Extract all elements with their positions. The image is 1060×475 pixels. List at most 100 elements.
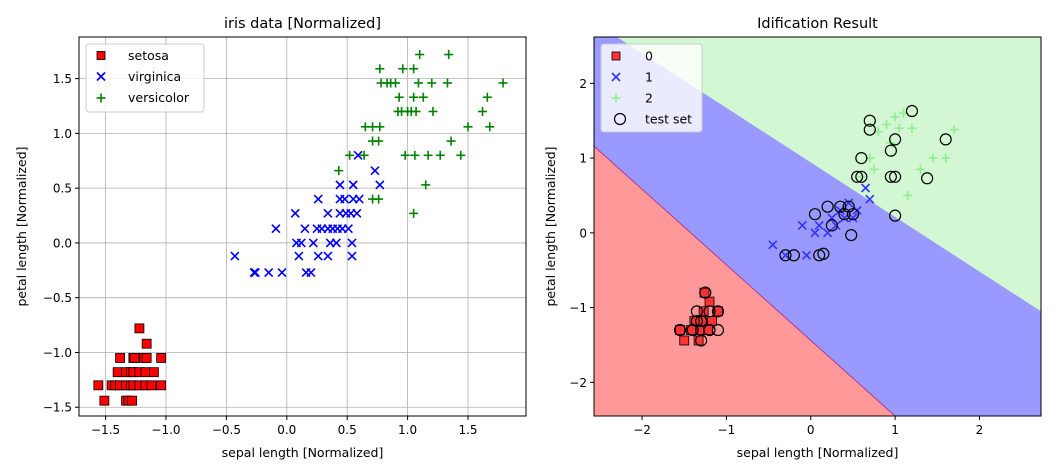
data-point-plus: [400, 150, 410, 160]
y-tick-label: 1.5: [53, 72, 72, 86]
right-plot: −2 −1 0 1 2 −2 −1 0 1 2 Idification Result sepal …: [543, 16, 1042, 460]
data-point-plus: [421, 180, 431, 190]
left-plot-grid: [79, 37, 526, 416]
data-point-square: [129, 353, 140, 363]
data-point-square: [156, 380, 167, 391]
data-point-x: [375, 180, 385, 190]
data-point-plus: [345, 150, 355, 160]
left-plot: −1.5 −1.0 −0.5 0.0 0.5 1.0 1.5 −1.5 −1.0 −0.5 0.0 0…: [14, 16, 527, 460]
data-point-plus: [375, 64, 385, 74]
data-point-square: [99, 395, 110, 406]
y-tick-label: 1.0: [53, 127, 72, 141]
x-tick-label: 1: [891, 423, 899, 437]
data-point-plus: [410, 150, 420, 160]
test-point-circle: [699, 286, 712, 299]
data-point-square: [675, 325, 685, 335]
data-point-x: [831, 220, 841, 230]
legend-x-marker: [611, 72, 621, 82]
y-tick-label: 1: [579, 152, 587, 166]
data-point-plus: [444, 50, 454, 60]
data-point-plus: [941, 153, 951, 163]
left-plot-points: [93, 50, 508, 406]
data-point-x: [352, 208, 362, 218]
x-tick-label: 1.5: [458, 423, 477, 437]
test-point-circle: [838, 208, 851, 221]
x-tick-label: 0.5: [338, 423, 357, 437]
data-point-x: [296, 238, 306, 248]
left-plot-ticks: −1.5 −1.0 −0.5 0.0 0.5 1.0 1.5 −1.5 −1.0 −0.5 0.0 0…: [43, 72, 478, 437]
data-point-x: [340, 194, 350, 204]
test-point-circle: [845, 228, 858, 242]
data-point-square: [93, 380, 104, 391]
x-tick-label: −0.5: [212, 423, 241, 437]
right-plot-title: Idification Result: [757, 16, 878, 32]
data-point-x: [343, 224, 353, 234]
y-tick-label: −1.5: [43, 401, 72, 415]
x-tick-label: −1.0: [151, 423, 180, 437]
legend-label: versicolor: [128, 90, 190, 105]
data-point-square: [679, 335, 690, 346]
right-plot-frame: [593, 36, 1042, 417]
data-point-plus: [334, 166, 344, 176]
x-tick-label: 2: [976, 423, 984, 437]
data-point-plus: [928, 153, 938, 163]
data-point-plus: [394, 92, 404, 102]
data-point-plus: [869, 164, 879, 174]
data-point-plus: [409, 64, 419, 74]
test-point-circle: [888, 170, 902, 183]
right-plot-legend: 0 1 2 test set: [600, 43, 703, 133]
data-point-plus: [411, 106, 421, 116]
legend-plus-marker: [611, 93, 621, 103]
data-point-square: [127, 395, 138, 406]
data-point-square: [149, 367, 159, 378]
left-plot-legend: setosa virginica versicolor: [85, 43, 205, 113]
data-point-square: [112, 367, 123, 378]
data-point-plus: [391, 78, 401, 88]
x-tick-label: 0.0: [277, 423, 296, 437]
data-point-plus: [478, 106, 488, 116]
test-point-circle: [884, 144, 897, 157]
y-tick-label: 0.5: [53, 182, 72, 196]
data-point-x: [271, 224, 281, 234]
test-point-circle: [863, 114, 876, 127]
data-point-x: [294, 251, 304, 261]
data-point-plus: [374, 194, 384, 204]
data-point-square: [141, 338, 152, 349]
data-point-plus: [894, 123, 904, 133]
data-point-x: [250, 267, 260, 278]
test-point-circle: [863, 123, 876, 136]
legend-label: 2: [645, 91, 653, 106]
left-plot-title: iris data [Normalized]: [224, 16, 381, 32]
data-point-x: [348, 180, 358, 190]
data-point-x: [354, 194, 364, 204]
y-tick-label: 0.0: [53, 236, 72, 250]
legend-square-marker: [611, 51, 621, 61]
data-point-plus: [418, 92, 428, 102]
data-point-plus: [359, 150, 369, 160]
data-point-plus: [409, 92, 419, 102]
legend-label: 1: [645, 70, 653, 85]
data-point-plus: [415, 50, 425, 60]
x-tick-label: 0: [807, 423, 815, 437]
data-point-plus: [890, 112, 900, 122]
test-point-circle: [939, 133, 952, 146]
data-point-x: [861, 183, 871, 193]
data-point-square: [146, 380, 157, 391]
data-point-x: [801, 250, 812, 260]
data-point-plus: [409, 208, 419, 218]
test-point-circle: [846, 208, 860, 221]
data-point-x: [323, 251, 333, 261]
y-tick-label: −2: [569, 376, 587, 390]
legend-label: setosa: [128, 48, 169, 63]
x-tick-label: −2: [633, 423, 651, 437]
x-tick-label: −1.5: [91, 423, 120, 437]
test-point-circle: [787, 249, 800, 262]
x-tick-label: −1: [718, 423, 736, 437]
data-point-plus: [482, 92, 492, 102]
data-point-x: [308, 238, 318, 248]
data-point-plus: [463, 122, 473, 132]
data-point-x: [323, 208, 333, 218]
data-point-plus: [882, 119, 892, 129]
legend-label: 0: [645, 49, 653, 64]
test-point-circle: [817, 247, 830, 260]
